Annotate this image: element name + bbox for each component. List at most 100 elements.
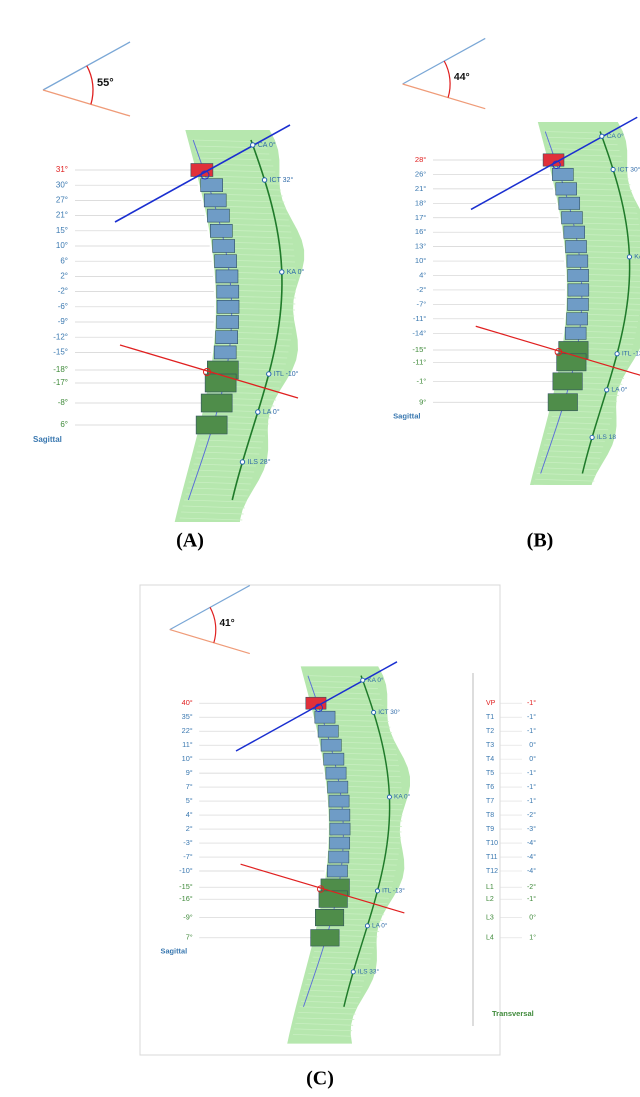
vertebra (205, 374, 236, 392)
angle-arc (87, 66, 93, 105)
level-angle: 35° (182, 712, 193, 721)
vertebra-name: L2 (486, 896, 494, 903)
vertebra-name: T2 (486, 728, 494, 735)
annotation: ITL -13° (382, 887, 405, 895)
annotation: ITL -13 (622, 351, 640, 358)
annotation: LA 0° (372, 922, 388, 930)
vertebra-name: T4 (486, 756, 494, 763)
annotation: ICT 30° (618, 165, 640, 173)
vertebra (568, 298, 589, 310)
annotation-dot (600, 134, 604, 138)
rotation-value: -1° (527, 727, 536, 735)
level-angle: 21° (56, 211, 68, 220)
annotation: ITL -10° (274, 370, 299, 378)
level-angle: -10° (179, 866, 193, 875)
level-angle: 6° (60, 256, 68, 265)
level-angle: 17° (415, 213, 426, 222)
vertebra (201, 179, 223, 192)
rotation-value: -3° (527, 825, 536, 833)
annotation-dot (351, 970, 355, 974)
vertebra (567, 255, 588, 267)
level-angle: 27° (56, 196, 68, 205)
scan-stripe (531, 496, 591, 498)
vertebra (216, 270, 238, 283)
level-angle: 21° (415, 184, 426, 193)
annotation: ILS 28° (247, 458, 270, 466)
level-angle: -2° (58, 287, 68, 296)
level-angle: 30° (56, 180, 68, 189)
level-angle: 13° (415, 242, 426, 251)
annotation: LA 0° (263, 408, 280, 416)
level-angle: -18° (53, 365, 68, 374)
vertebra (324, 753, 344, 765)
scan-stripe (530, 502, 590, 504)
vertebra (217, 300, 239, 313)
vertebra (217, 316, 239, 329)
vertebra (568, 269, 589, 281)
annotation-dot (605, 388, 609, 392)
angle-value: 41° (219, 618, 234, 629)
vertebra-name: L3 (486, 914, 494, 921)
view-label: Sagittal (393, 412, 420, 421)
level-angle: -15° (412, 345, 426, 354)
vertebra (318, 725, 338, 737)
scan-stripe (178, 524, 241, 526)
vertebra (204, 194, 226, 207)
annotation: CA 0° (607, 132, 624, 140)
vertebra-name: T12 (486, 868, 498, 875)
panel-b: 44°28°26°21°18°17°16°13°10°4°-2°-7°-11°-… (393, 38, 640, 511)
rotation-value: -4° (527, 839, 536, 847)
annotation-dot (615, 352, 619, 356)
level-angle: -9° (183, 912, 193, 921)
level-angle: -16° (179, 894, 193, 903)
annotation: LA 0° (611, 386, 627, 394)
level-angle: 10° (56, 241, 68, 250)
vertebra-name: L4 (486, 935, 494, 942)
vertebra (214, 346, 236, 359)
angle-value: 44° (454, 72, 470, 83)
rotation-value: 0° (529, 741, 536, 749)
level-angle: -6° (58, 302, 68, 311)
vertebra (548, 394, 577, 411)
vertebra (553, 373, 582, 390)
angle-ray (403, 84, 486, 109)
scan-stripe (532, 491, 592, 493)
vertebra (196, 416, 227, 434)
annotation-dot (240, 460, 244, 464)
scan-stripe (534, 485, 593, 487)
rotation-value: -4° (527, 867, 536, 875)
vertebra (311, 930, 340, 947)
annotation: KA (634, 254, 640, 261)
vertebra (321, 739, 341, 751)
level-angle: 10° (415, 256, 426, 265)
vertebra (207, 209, 229, 222)
rotation-value: -2° (527, 883, 536, 891)
level-angle: 7° (186, 782, 193, 791)
caption: (B) (527, 530, 554, 552)
level-angle: -12° (53, 332, 68, 341)
level-angle: 2° (60, 272, 68, 281)
level-angle: -15° (179, 882, 193, 891)
level-angle: 40° (182, 698, 193, 707)
level-angle: 9° (419, 397, 426, 406)
annotation-dot (251, 143, 255, 147)
level-angle: 15° (56, 226, 68, 235)
level-angle: -3° (183, 838, 193, 847)
view-label: Transversal (492, 1009, 534, 1018)
level-angle: -1° (417, 376, 427, 385)
vertebra-name: T5 (486, 770, 494, 777)
level-angle: 26° (415, 169, 426, 178)
rotation-value: 0° (529, 913, 536, 921)
vertebra-name: T10 (486, 840, 498, 847)
annotation-dot (267, 372, 271, 376)
level-angle: 7° (186, 933, 193, 942)
rotation-value: -1° (527, 769, 536, 777)
annotation-dot (365, 924, 369, 928)
vertebra (329, 795, 349, 807)
vertebra (328, 781, 348, 793)
vertebra (330, 837, 350, 849)
vertebra-name: T6 (486, 784, 494, 791)
vertebra (216, 331, 238, 344)
annotation: ILS 33° (358, 968, 380, 976)
annotation-dot (280, 270, 284, 274)
